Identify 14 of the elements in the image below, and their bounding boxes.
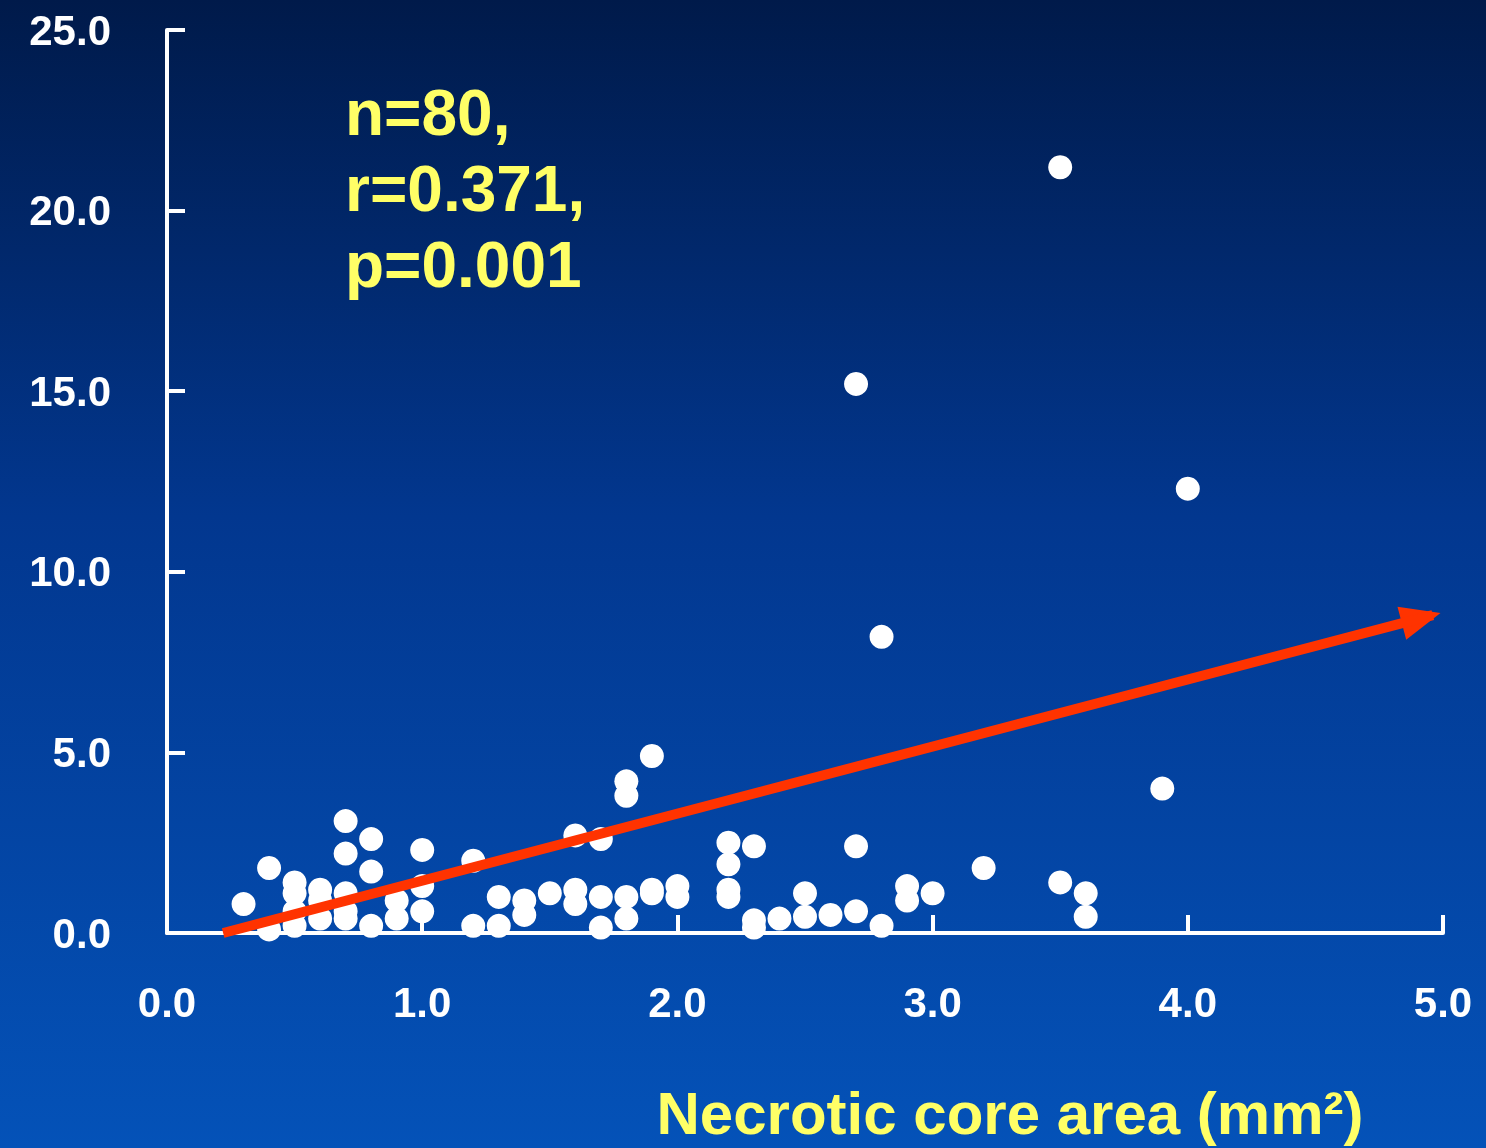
x-tick-label: 1.0 <box>393 978 452 1026</box>
x-tick-label: 3.0 <box>903 978 962 1026</box>
y-tick-label: 15.0 <box>29 367 111 415</box>
x-tick-label: 4.0 <box>1158 978 1217 1026</box>
x-tick-label: 2.0 <box>648 978 707 1026</box>
x-axis-title: Necrotic core area (mm²) <box>656 1079 1364 1147</box>
y-tick-label: 5.0 <box>52 728 111 776</box>
y-tick-label: 10.0 <box>29 548 111 596</box>
x-tick-label: 5.0 <box>1413 978 1473 1026</box>
y-tick-label: 0.0 <box>52 909 111 957</box>
x-tick-label: 0.0 <box>137 978 197 1026</box>
y-tick-label: 25.0 <box>29 6 111 54</box>
y-tick-label: 20.0 <box>29 187 111 235</box>
annotation: n=80, r=0.371, p=0.001 <box>345 77 586 301</box>
